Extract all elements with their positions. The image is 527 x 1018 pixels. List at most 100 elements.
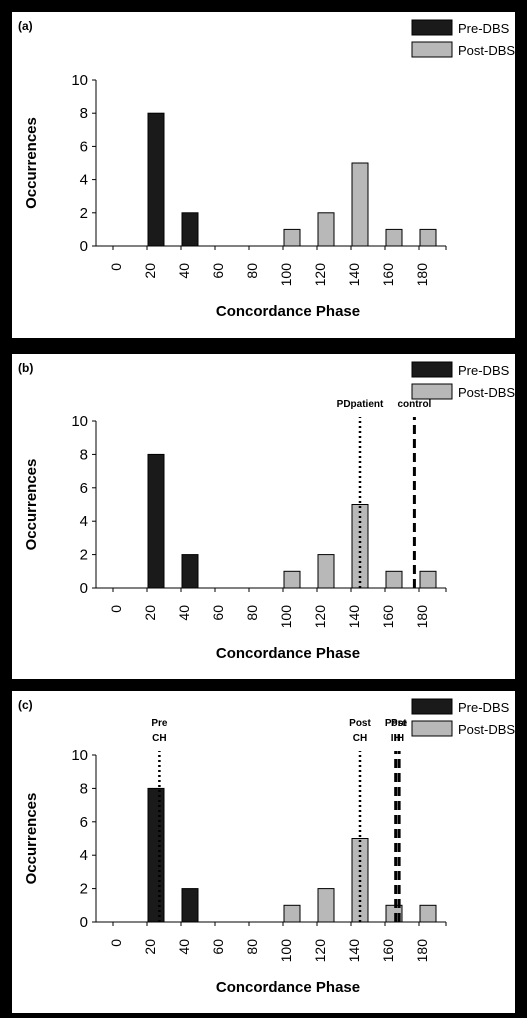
- annotation-label: Pre: [391, 718, 408, 729]
- legend-swatch: [411, 361, 453, 378]
- bar: [181, 888, 199, 923]
- x-tick-label: 100: [278, 605, 294, 629]
- y-tick-label: 0: [80, 238, 88, 255]
- annotation-label: IH: [391, 733, 401, 744]
- x-tick-label: 160: [380, 263, 396, 287]
- annotation-label: control: [397, 399, 431, 410]
- bar: [147, 112, 165, 247]
- y-tick-label: 8: [80, 780, 88, 797]
- y-tick-label: 2: [80, 547, 88, 564]
- x-tick-label: 80: [244, 263, 260, 279]
- y-tick-label: 6: [80, 480, 88, 497]
- x-tick-label: 40: [176, 939, 192, 955]
- x-axis-title: Concordance Phase: [216, 303, 360, 320]
- y-tick-label: 10: [71, 413, 88, 430]
- bar: [181, 212, 199, 247]
- bar: [317, 212, 335, 247]
- annotation-label: PDpatient: [337, 399, 384, 410]
- x-tick-label: 100: [278, 939, 294, 963]
- legend-label: Post-DBS: [458, 722, 515, 737]
- y-tick-label: 4: [80, 513, 88, 530]
- legend-label: Pre-DBS: [458, 700, 510, 715]
- bar: [419, 570, 437, 589]
- x-tick-label: 40: [176, 605, 192, 621]
- legend-label: Post-DBS: [458, 385, 515, 400]
- x-tick-label: 140: [346, 263, 362, 287]
- x-tick-label: 160: [380, 939, 396, 963]
- legend-label: Post-DBS: [458, 43, 515, 58]
- y-tick-label: 2: [80, 205, 88, 222]
- y-tick-label: 8: [80, 105, 88, 122]
- x-axis-title: Concordance Phase: [216, 645, 360, 662]
- y-axis-title: Occurrences: [23, 459, 40, 551]
- y-tick-label: 2: [80, 881, 88, 898]
- y-axis-title: Occurrences: [23, 117, 40, 209]
- x-tick-label: 160: [380, 605, 396, 629]
- bar: [419, 228, 437, 247]
- x-tick-label: 0: [108, 605, 124, 613]
- x-tick-label: 120: [312, 605, 328, 629]
- bar: [283, 228, 301, 247]
- y-tick-label: 10: [71, 747, 88, 764]
- x-tick-label: 60: [210, 263, 226, 279]
- y-tick-label: 8: [80, 446, 88, 463]
- y-tick-label: 4: [80, 172, 88, 189]
- annotation-label: CH: [152, 733, 166, 744]
- bar: [317, 554, 335, 589]
- x-tick-label: 80: [244, 939, 260, 955]
- legend-swatch: [411, 19, 453, 36]
- panel-label: (c): [18, 698, 33, 712]
- y-tick-label: 6: [80, 814, 88, 831]
- x-tick-label: 20: [142, 605, 158, 621]
- x-tick-label: 140: [346, 939, 362, 963]
- bar: [181, 554, 199, 589]
- bar: [317, 888, 335, 923]
- y-tick-label: 10: [71, 72, 88, 89]
- bar: [283, 904, 301, 923]
- legend-swatch: [411, 383, 453, 400]
- bar: [147, 453, 165, 589]
- y-tick-label: 0: [80, 580, 88, 597]
- chart-panel: (a) 0 2 4 6 8 10 Occurrences 0 20 40 60 80 100 120 140 1…: [12, 12, 515, 338]
- y-tick-label: 0: [80, 914, 88, 931]
- panel-label: (b): [18, 361, 33, 375]
- bar: [351, 162, 369, 247]
- y-tick-label: 4: [80, 847, 88, 864]
- legend-label: Pre-DBS: [458, 21, 510, 36]
- bar: [385, 228, 403, 247]
- y-tick-label: 6: [80, 138, 88, 155]
- x-tick-label: 180: [414, 605, 430, 629]
- legend-swatch: [411, 41, 453, 58]
- chart-panel: (c) 0 2 4 6 8 10 Occurrences 0 20 40 60 80 100 120 140 1…: [12, 691, 515, 1013]
- x-tick-label: 140: [346, 605, 362, 629]
- x-tick-label: 40: [176, 263, 192, 279]
- y-axis-title: Occurrences: [23, 793, 40, 885]
- annotation-label: Post: [349, 718, 371, 729]
- x-axis-title: Concordance Phase: [216, 979, 360, 996]
- x-tick-label: 180: [414, 263, 430, 287]
- x-tick-label: 60: [210, 939, 226, 955]
- annotation-label: IH: [394, 733, 404, 744]
- annotation-label: CH: [353, 733, 367, 744]
- x-tick-label: 180: [414, 939, 430, 963]
- x-tick-label: 20: [142, 939, 158, 955]
- x-tick-label: 100: [278, 263, 294, 287]
- x-tick-label: 120: [312, 939, 328, 963]
- panel-label: (a): [18, 19, 33, 33]
- x-tick-label: 60: [210, 605, 226, 621]
- annotation-label: Pre: [151, 718, 168, 729]
- bar: [283, 570, 301, 589]
- legend-swatch: [411, 698, 453, 715]
- annotation-label: Post: [385, 718, 407, 729]
- bar: [419, 904, 437, 923]
- x-tick-label: 120: [312, 263, 328, 287]
- x-tick-label: 20: [142, 263, 158, 279]
- bar: [385, 570, 403, 589]
- legend-label: Pre-DBS: [458, 363, 510, 378]
- chart-panel: (b) 0 2 4 6 8 10 Occurrences 0 20 40 60 80 100 120 140 1…: [12, 354, 515, 679]
- x-tick-label: 0: [108, 939, 124, 947]
- legend-swatch: [411, 720, 453, 737]
- bar: [147, 787, 165, 923]
- x-tick-label: 0: [108, 263, 124, 271]
